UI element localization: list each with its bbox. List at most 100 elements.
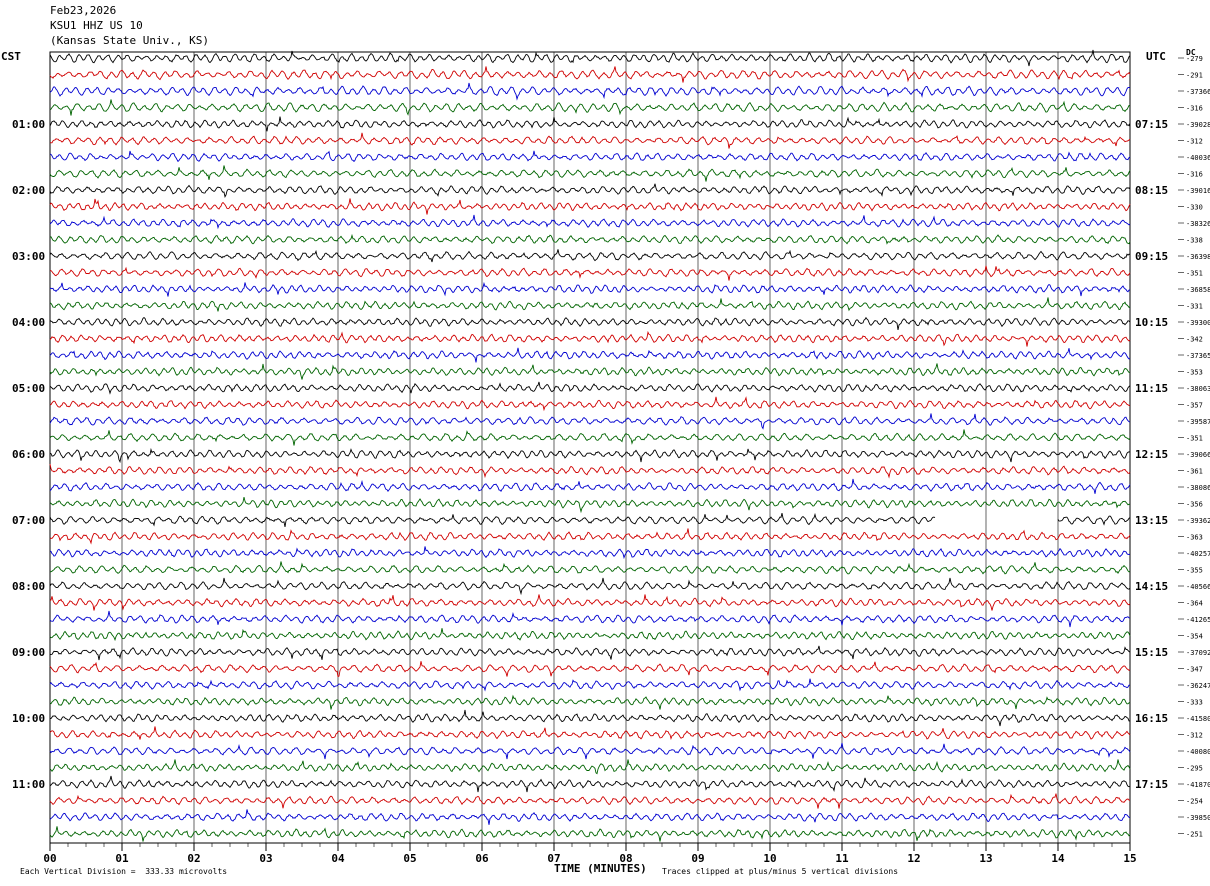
trace-line bbox=[49, 594, 1131, 611]
trace-line bbox=[49, 150, 1131, 163]
trace-line bbox=[49, 281, 1131, 297]
trace-line bbox=[49, 116, 1131, 132]
utc-hour-label: 17:15 bbox=[1135, 778, 1168, 791]
dc-offset-label: -36398 bbox=[1186, 253, 1210, 261]
cst-hour-label: 06:00 bbox=[12, 448, 45, 461]
trace-line bbox=[49, 132, 1131, 149]
trace-line bbox=[49, 249, 1131, 263]
dc-offset-label: -363 bbox=[1186, 534, 1203, 542]
utc-hour-label: 14:15 bbox=[1135, 580, 1168, 593]
trace-line bbox=[49, 661, 1131, 678]
dc-offset-label: -37366 bbox=[1186, 88, 1210, 96]
trace-line bbox=[49, 447, 1131, 464]
dc-offset-label: -41580 bbox=[1186, 715, 1210, 723]
trace-line bbox=[49, 233, 1131, 245]
x-tick-label: 00 bbox=[43, 852, 56, 865]
dc-offset-label: -316 bbox=[1186, 105, 1203, 113]
cst-hour-label: 03:00 bbox=[12, 250, 45, 263]
x-tick-label: 06 bbox=[475, 852, 489, 865]
cst-hour-label: 08:00 bbox=[12, 580, 45, 593]
x-tick-label: 14 bbox=[1051, 852, 1065, 865]
trace-line bbox=[49, 330, 1131, 347]
seismic-traces bbox=[49, 49, 1131, 842]
x-tick-label: 01 bbox=[115, 852, 129, 865]
x-tick-label: 10 bbox=[763, 852, 776, 865]
cst-hour-label: 11:00 bbox=[12, 778, 45, 791]
trace-line bbox=[49, 628, 1131, 642]
trace-line bbox=[49, 165, 1131, 182]
dc-offset-label: -251 bbox=[1186, 831, 1203, 839]
trace-line bbox=[49, 214, 1131, 230]
time-axis: 00 01 02 03 04 05 06 07 08 09 10 11 12 13 14 15 bbox=[43, 843, 1137, 865]
dc-offset-label: -354 bbox=[1186, 633, 1203, 641]
dc-offset-label: -338 bbox=[1186, 237, 1203, 245]
dc-offset-label: -40257 bbox=[1186, 550, 1210, 558]
dc-offset-label: -39587 bbox=[1186, 418, 1210, 426]
x-tick-label: 12 bbox=[907, 852, 920, 865]
cst-hour-label: 09:00 bbox=[12, 646, 45, 659]
cst-hour-label: 05:00 bbox=[12, 382, 45, 395]
trace-line bbox=[49, 396, 1131, 412]
trace-line bbox=[49, 742, 1131, 760]
dc-offset-label: -361 bbox=[1186, 468, 1203, 476]
trace-line bbox=[49, 265, 1131, 281]
x-tick-label: 07 bbox=[547, 852, 560, 865]
dc-offset-label: -312 bbox=[1186, 138, 1203, 146]
dc-offset-label: -41870 bbox=[1186, 781, 1210, 789]
x-tick-label: 08 bbox=[619, 852, 632, 865]
dc-offset-label: -39016 bbox=[1186, 187, 1210, 195]
trace-line bbox=[49, 512, 1131, 527]
record-date: Feb23,2026 bbox=[50, 4, 117, 17]
trace-line bbox=[49, 316, 1131, 330]
utc-hour-label: 16:15 bbox=[1135, 712, 1168, 725]
dc-offset-label: -254 bbox=[1186, 798, 1203, 806]
dc-offset-label: -295 bbox=[1186, 765, 1203, 773]
x-tick-label: 05 bbox=[403, 852, 416, 865]
trace-line bbox=[49, 463, 1131, 479]
x-axis-title: TIME (MINUTES) bbox=[554, 862, 647, 875]
hour-labels: 01:00 07:15 02:00 08:15 03:00 09:15 04:00 10:15… bbox=[12, 118, 1168, 791]
trace-line bbox=[50, 709, 1131, 727]
trace-line bbox=[49, 82, 1131, 101]
trace-line bbox=[49, 561, 1131, 575]
dc-offset-label: -36247 bbox=[1186, 682, 1210, 690]
dc-offset-label: -39028 bbox=[1186, 121, 1210, 129]
utc-hour-label: 13:15 bbox=[1135, 514, 1168, 527]
utc-hour-label: 15:15 bbox=[1135, 646, 1168, 659]
dc-offset-label: -41265 bbox=[1186, 616, 1210, 624]
dc-offset-label: -351 bbox=[1186, 435, 1203, 443]
utc-hour-label: 12:15 bbox=[1135, 448, 1168, 461]
dc-offset-label: -38063 bbox=[1186, 385, 1210, 393]
cst-hour-label: 01:00 bbox=[12, 118, 45, 131]
x-tick-label: 02 bbox=[187, 852, 200, 865]
utc-hour-label: 08:15 bbox=[1135, 184, 1168, 197]
trace-line bbox=[49, 478, 1131, 494]
cst-hour-label: 10:00 bbox=[12, 712, 45, 725]
dc-offset-label: -347 bbox=[1186, 666, 1203, 674]
x-tick-label: 13 bbox=[979, 852, 992, 865]
vertical-scale-note: Each Vertical Division = 333.33 microvol… bbox=[20, 867, 228, 876]
dc-offset-labels: -279 -291 -37366 -316 -39028 -312 -40036 -316 -3… bbox=[1178, 55, 1210, 839]
dc-offset-label: -330 bbox=[1186, 204, 1203, 212]
dc-offset-label: -38086 bbox=[1186, 484, 1210, 492]
trace-line bbox=[49, 577, 1131, 596]
utc-hour-label: 07:15 bbox=[1135, 118, 1168, 131]
trace-line bbox=[49, 645, 1131, 661]
x-tick-label: 15 bbox=[1123, 852, 1136, 865]
trace-line bbox=[49, 347, 1131, 363]
trace-line bbox=[49, 413, 1131, 430]
utc-hour-label: 11:15 bbox=[1135, 382, 1168, 395]
dc-offset-label: -357 bbox=[1186, 402, 1203, 410]
left-timezone: CST bbox=[1, 50, 21, 63]
trace-line bbox=[49, 381, 1131, 395]
dc-header: DC bbox=[1186, 48, 1196, 57]
right-timezone: UTC bbox=[1146, 50, 1166, 63]
x-tick-label: 11 bbox=[835, 852, 849, 865]
dc-offset-label: -38326 bbox=[1186, 220, 1210, 228]
cst-hour-label: 07:00 bbox=[12, 514, 45, 527]
trace-line bbox=[49, 99, 1131, 116]
dc-offset-label: -40036 bbox=[1186, 154, 1210, 162]
dc-offset-label: -279 bbox=[1186, 55, 1203, 63]
x-tick-label: 09 bbox=[691, 852, 704, 865]
utc-hour-label: 09:15 bbox=[1135, 250, 1168, 263]
